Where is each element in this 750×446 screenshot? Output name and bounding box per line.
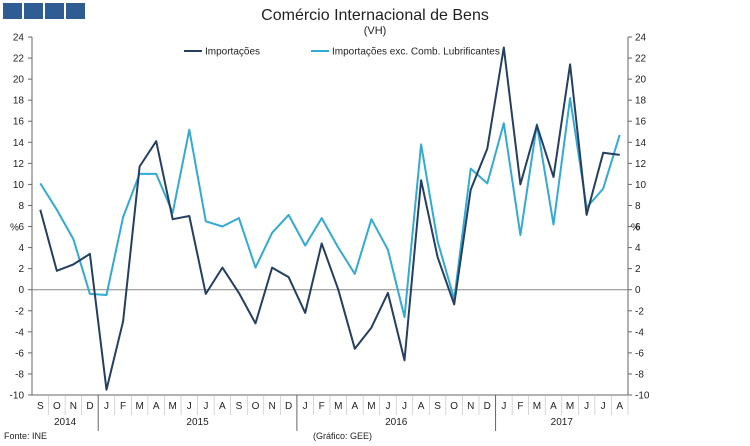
x-tick-label: M [533, 401, 541, 412]
x-tick-label: N [268, 401, 275, 412]
y-tick-label-left: 18 [13, 96, 25, 107]
y-tick-label-right: -6 [635, 348, 644, 359]
year-label: 2016 [385, 417, 408, 428]
y-tick-label-left: -8 [15, 369, 24, 380]
y-tick-label-right: 10 [635, 180, 647, 191]
x-tick-label: M [566, 401, 574, 412]
legend-label-1: Importações [205, 47, 260, 58]
y-tick-label-right: -4 [635, 327, 644, 338]
brand-squares-icon [3, 3, 85, 19]
y-tick-label-left: 2 [18, 264, 24, 275]
x-tick-label: A [550, 401, 557, 412]
series-line-1 [39, 46, 620, 391]
y-tick-label-right: 18 [635, 96, 647, 107]
year-label: 2015 [186, 417, 209, 428]
x-tick-label: S [37, 401, 44, 412]
y-axis-label-left: % [10, 223, 19, 234]
y-tick-label-right: 8 [635, 201, 641, 212]
y-tick-label-left: 0 [18, 285, 24, 296]
y-tick-label-right: -10 [635, 391, 650, 402]
y-tick-label-left: 4 [18, 243, 24, 254]
logo-square [24, 3, 43, 19]
y-tick-label-left: 14 [13, 138, 25, 149]
x-tick-label: M [169, 401, 177, 412]
y-tick-label-right: -8 [635, 369, 644, 380]
x-tick-label: O [252, 401, 260, 412]
x-tick-label: J [584, 401, 589, 412]
x-tick-label: N [70, 401, 77, 412]
x-tick-label: S [236, 401, 243, 412]
y-tick-label-left: 10 [13, 180, 25, 191]
y-tick-label-left: -10 [10, 391, 25, 402]
y-tick-label-right: 2 [635, 264, 641, 275]
x-tick-label: O [450, 401, 458, 412]
year-label: 2017 [551, 417, 574, 428]
logo-square [3, 3, 22, 19]
y-tick-label-left: -6 [15, 348, 24, 359]
series-line-2 [39, 97, 621, 319]
x-tick-label: J [501, 401, 506, 412]
x-tick-label: A [153, 401, 160, 412]
x-tick-label: M [367, 401, 375, 412]
x-tick-label: F [120, 401, 126, 412]
x-tick-label: J [187, 401, 192, 412]
y-tick-label-right: -2 [635, 306, 644, 317]
x-tick-label: A [351, 401, 358, 412]
x-tick-label: F [319, 401, 325, 412]
x-tick-label: D [86, 401, 93, 412]
x-tick-label: N [467, 401, 474, 412]
x-tick-label: M [334, 401, 342, 412]
y-tick-label-right: 16 [635, 117, 647, 128]
y-tick-label-left: 22 [13, 54, 25, 65]
graph-credit: (Gráfico: GEE) [313, 431, 373, 441]
source-note: Fonte: INE [4, 431, 48, 441]
y-tick-label-right: 12 [635, 159, 647, 170]
x-tick-label: A [616, 401, 623, 412]
x-tick-label: M [135, 401, 143, 412]
x-tick-label: O [53, 401, 61, 412]
x-tick-label: S [434, 401, 441, 412]
y-axis-label-right: % [631, 223, 640, 234]
x-tick-label: A [219, 401, 226, 412]
y-tick-label-right: 6 [635, 222, 641, 233]
year-label: 2014 [54, 417, 77, 428]
logo-square [45, 3, 64, 19]
chart-subtitle: (VH) [363, 25, 387, 37]
x-tick-label: A [418, 401, 425, 412]
x-tick-label: D [484, 401, 491, 412]
legend-label-2: Importações exc. Comb. Lubrificantes [332, 47, 500, 58]
y-tick-label-left: 8 [18, 201, 24, 212]
y-tick-label-left: 6 [18, 222, 24, 233]
x-tick-label: J [203, 401, 208, 412]
y-tick-label-left: 24 [13, 33, 25, 44]
y-tick-label-left: 20 [13, 75, 25, 86]
y-tick-label-right: 24 [635, 33, 647, 44]
y-tick-label-left: 16 [13, 117, 25, 128]
logo-square [66, 3, 85, 19]
y-tick-label-right: 22 [635, 54, 647, 65]
x-tick-label: J [385, 401, 390, 412]
x-tick-label: J [104, 401, 109, 412]
y-tick-label-left: 12 [13, 159, 25, 170]
y-tick-label-right: 0 [635, 285, 641, 296]
y-tick-label-left: -4 [15, 327, 24, 338]
x-tick-label: F [517, 401, 523, 412]
x-tick-label: D [285, 401, 292, 412]
y-tick-label-left: -2 [15, 306, 24, 317]
x-tick-label: J [601, 401, 606, 412]
x-tick-label: J [402, 401, 407, 412]
y-tick-label-right: 20 [635, 75, 647, 86]
y-tick-label-right: 4 [635, 243, 641, 254]
x-tick-label: J [303, 401, 308, 412]
chart-title: Comércio Internacional de Bens [261, 7, 489, 24]
y-tick-label-right: 14 [635, 138, 647, 149]
